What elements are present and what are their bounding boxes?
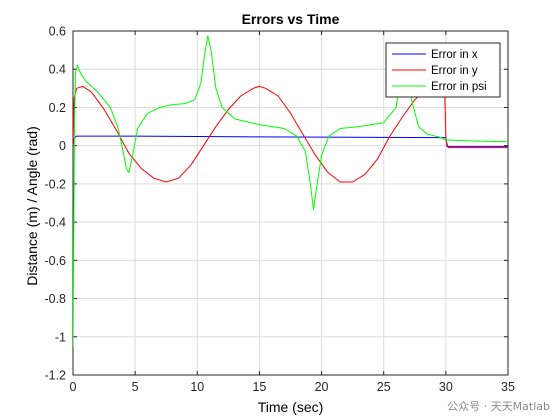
watermark: 公众号 · 天天Matlab (447, 400, 550, 413)
axes-box (72, 30, 509, 376)
y-tick-label: -1.2 (44, 369, 66, 383)
y-tick-labels: 0.6 0.4 0.2 0 -0.2 -0.4 -0.6 -0.8 -1 -1.2 (44, 25, 66, 383)
y-axis-label: Distance (m) / Angle (rad) (24, 126, 40, 286)
y-tick-label: 0 (59, 139, 66, 153)
legend-label: Error in x (431, 49, 478, 61)
chart-title: Errors vs Time (242, 11, 340, 27)
y-tick-label: 0.6 (49, 25, 66, 39)
legend-label: Error in psi (431, 81, 487, 93)
y-tick-label: -0.4 (44, 216, 66, 230)
y-tick-label: -1 (55, 330, 66, 344)
series-line-error-in-y (73, 85, 508, 183)
series-line-error-in-x (73, 135, 508, 148)
y-tick-label: -0.8 (44, 292, 66, 306)
y-tick-label: 0.2 (49, 101, 66, 115)
y-tick-label: -0.6 (44, 254, 66, 268)
x-tick-label: 10 (190, 380, 204, 394)
x-tick-labels: 0 5 10 15 20 25 30 35 (70, 380, 515, 394)
x-axis-label: Time (sec) (258, 399, 324, 415)
x-tick-label: 15 (252, 380, 266, 394)
legend-label: Error in y (431, 65, 478, 77)
x-tick-label: 25 (377, 380, 391, 394)
x-tick-label: 0 (70, 380, 77, 394)
y-tick-label: 0.4 (49, 63, 66, 77)
tick-marks (72, 30, 509, 376)
x-tick-label: 35 (501, 380, 515, 394)
x-tick-label: 30 (439, 380, 453, 394)
x-tick-label: 5 (132, 380, 139, 394)
x-tick-label: 20 (315, 380, 329, 394)
y-tick-label: -0.2 (44, 177, 66, 191)
legend: Error in x Error in y Error in psi (385, 42, 501, 98)
